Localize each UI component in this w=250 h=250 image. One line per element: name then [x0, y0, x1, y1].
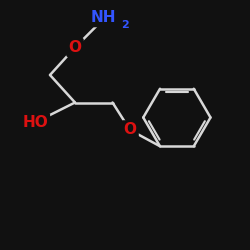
Text: 2: 2	[121, 20, 128, 30]
Text: O: O	[124, 122, 136, 138]
Text: NH: NH	[91, 10, 116, 25]
Text: O: O	[68, 40, 82, 55]
Text: HO: HO	[22, 115, 48, 130]
